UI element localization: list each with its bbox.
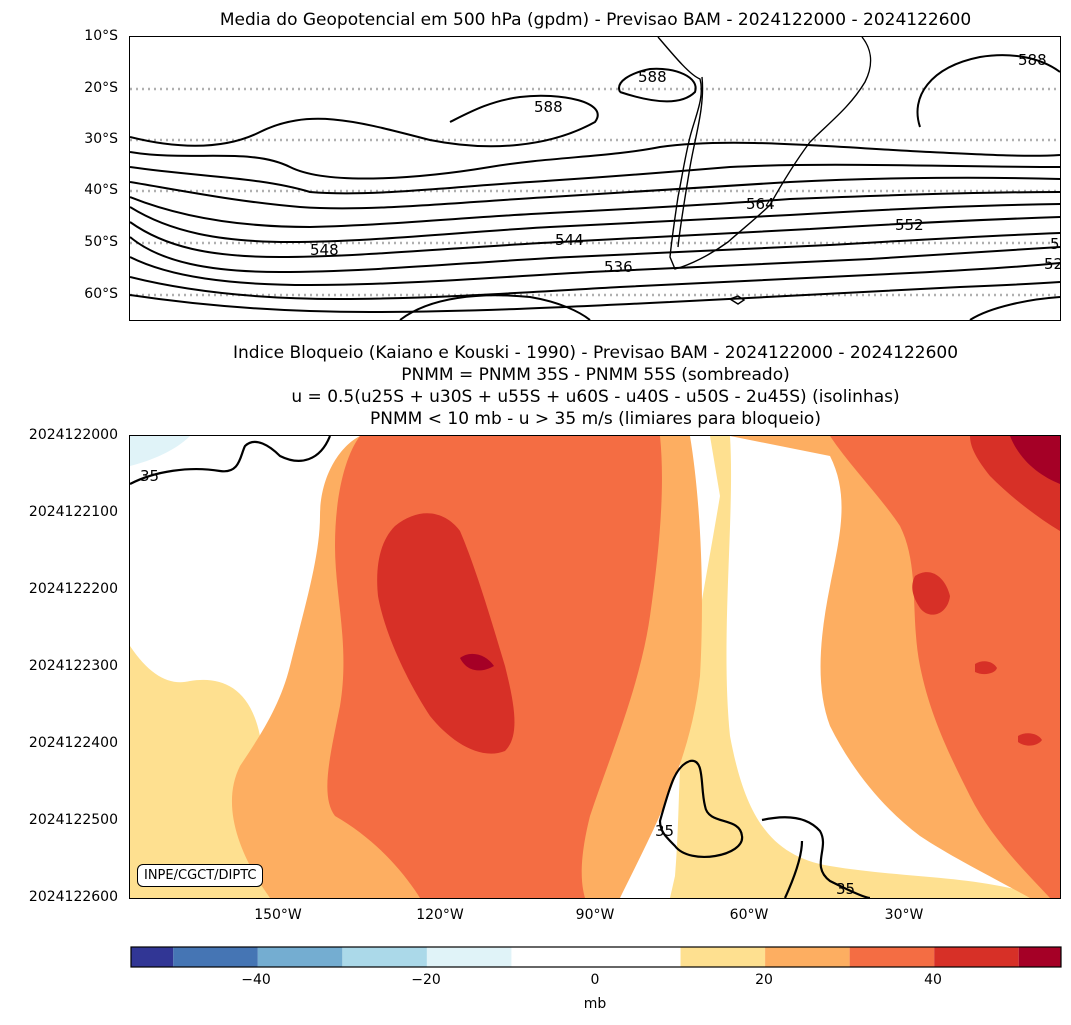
colorbar-segment	[173, 947, 258, 967]
colorbar	[130, 946, 1062, 968]
colorbar-tick-label: −40	[241, 972, 271, 988]
shade-40-50	[377, 513, 515, 754]
colorbar-segment	[511, 947, 681, 967]
contour-label: 588	[1018, 51, 1047, 69]
shade-50-plus	[460, 653, 494, 671]
isoline-35-bottom	[658, 759, 744, 858]
isoline-35-right-2	[783, 840, 804, 898]
top-ytick-label: 10°S	[84, 28, 118, 44]
colorbar-segment	[257, 947, 343, 967]
isoline-label: 35	[836, 880, 855, 898]
shade-below-10-corner	[130, 436, 190, 466]
bottom-ytick-label: 2024122600	[28, 889, 118, 905]
credit-box: INPE/CGCT/DIPTC	[137, 864, 264, 887]
bottom-ytick-label: 2024122300	[28, 658, 118, 674]
xtick-label: 90°W	[575, 907, 615, 923]
top-ytick-label: 20°S	[84, 80, 118, 96]
bottom-ytick-label: 2024122200	[28, 581, 118, 597]
shade-50-plus-corner	[1010, 436, 1060, 484]
xtick-label: 30°W	[884, 907, 924, 923]
colorbar-tick-label: 40	[924, 972, 942, 988]
colorbar-tick-label: 0	[590, 972, 600, 988]
colorbar-segment	[131, 947, 174, 967]
colorbar-segment	[934, 947, 1019, 967]
colorbar-segment	[680, 947, 766, 967]
bottom-ytick-label: 2024122000	[28, 427, 118, 443]
shade-40-50-spot-2	[975, 661, 997, 675]
bottom-chart-title-line-1: Indice Bloqueio (Kaiano e Kouski - 1990)…	[232, 343, 959, 363]
xtick-label: 120°W	[416, 907, 464, 923]
top-plot-frame	[129, 36, 1061, 321]
contour-label: 588	[534, 98, 563, 116]
contour-label: 52	[1044, 255, 1060, 273]
contour-label: 5	[1050, 235, 1060, 253]
top-map-plot: 588 588 588 564 552 548 544 536 52 5	[130, 37, 1060, 320]
contour-label: 544	[555, 231, 584, 249]
colorbar-tick-label: −20	[411, 972, 441, 988]
contour-label: 564	[746, 195, 775, 213]
falklands	[728, 295, 746, 305]
colorbar-segment	[765, 947, 850, 967]
top-ytick-label: 40°S	[84, 182, 118, 198]
hovmoller-plot: 35 35 35	[130, 436, 1060, 898]
isoline-35-right	[761, 816, 871, 898]
contour-label: 588	[638, 68, 667, 86]
isoline-label: 35	[140, 467, 159, 485]
colorbar-segment	[849, 947, 935, 967]
contour-label: 548	[310, 241, 339, 259]
colorbar-segment	[342, 947, 427, 967]
bottom-ytick-label: 2024122100	[28, 504, 118, 520]
contour-label: 552	[895, 216, 924, 234]
colorbar-border	[130, 946, 1062, 968]
colorbar-segment	[426, 947, 512, 967]
isoline-35-top	[130, 436, 332, 485]
bottom-plot-frame	[129, 435, 1061, 899]
xtick-label: 60°W	[729, 907, 769, 923]
bottom-chart-title-line-2: PNMM = PNMM 35S - PNMM 55S (sombreado)	[401, 365, 790, 385]
bottom-chart-title-line-3: u = 0.5(u25S + u30S + u55S + u60S - u40S…	[291, 387, 900, 407]
colorbar-segment	[1018, 947, 1061, 967]
shade-10-20	[130, 436, 1060, 898]
top-ytick-label: 50°S	[84, 234, 118, 250]
bottom-ytick-label: 2024122400	[28, 735, 118, 751]
coastline-south-america	[657, 37, 872, 270]
top-ytick-label: 60°S	[84, 286, 118, 302]
shade-40-50-spot	[912, 572, 950, 615]
shade-40-50-spot-3	[1018, 733, 1042, 746]
contour-label: 536	[604, 258, 633, 276]
coastline-chile	[677, 76, 704, 248]
colorbar-tick-label: 20	[755, 972, 773, 988]
isoline-label: 35	[655, 822, 674, 840]
colorbar-label: mb	[583, 996, 607, 1012]
top-ytick-label: 30°S	[84, 131, 118, 147]
top-chart-title: Media do Geopotencial em 500 hPa (gpdm) …	[219, 10, 972, 30]
xtick-label: 150°W	[254, 907, 302, 923]
bottom-ytick-label: 2024122500	[28, 812, 118, 828]
shade-30-40-right	[830, 436, 1060, 898]
bottom-chart-title-line-4: PNMM < 10 mb - u > 35 m/s (limiares para…	[370, 409, 821, 429]
